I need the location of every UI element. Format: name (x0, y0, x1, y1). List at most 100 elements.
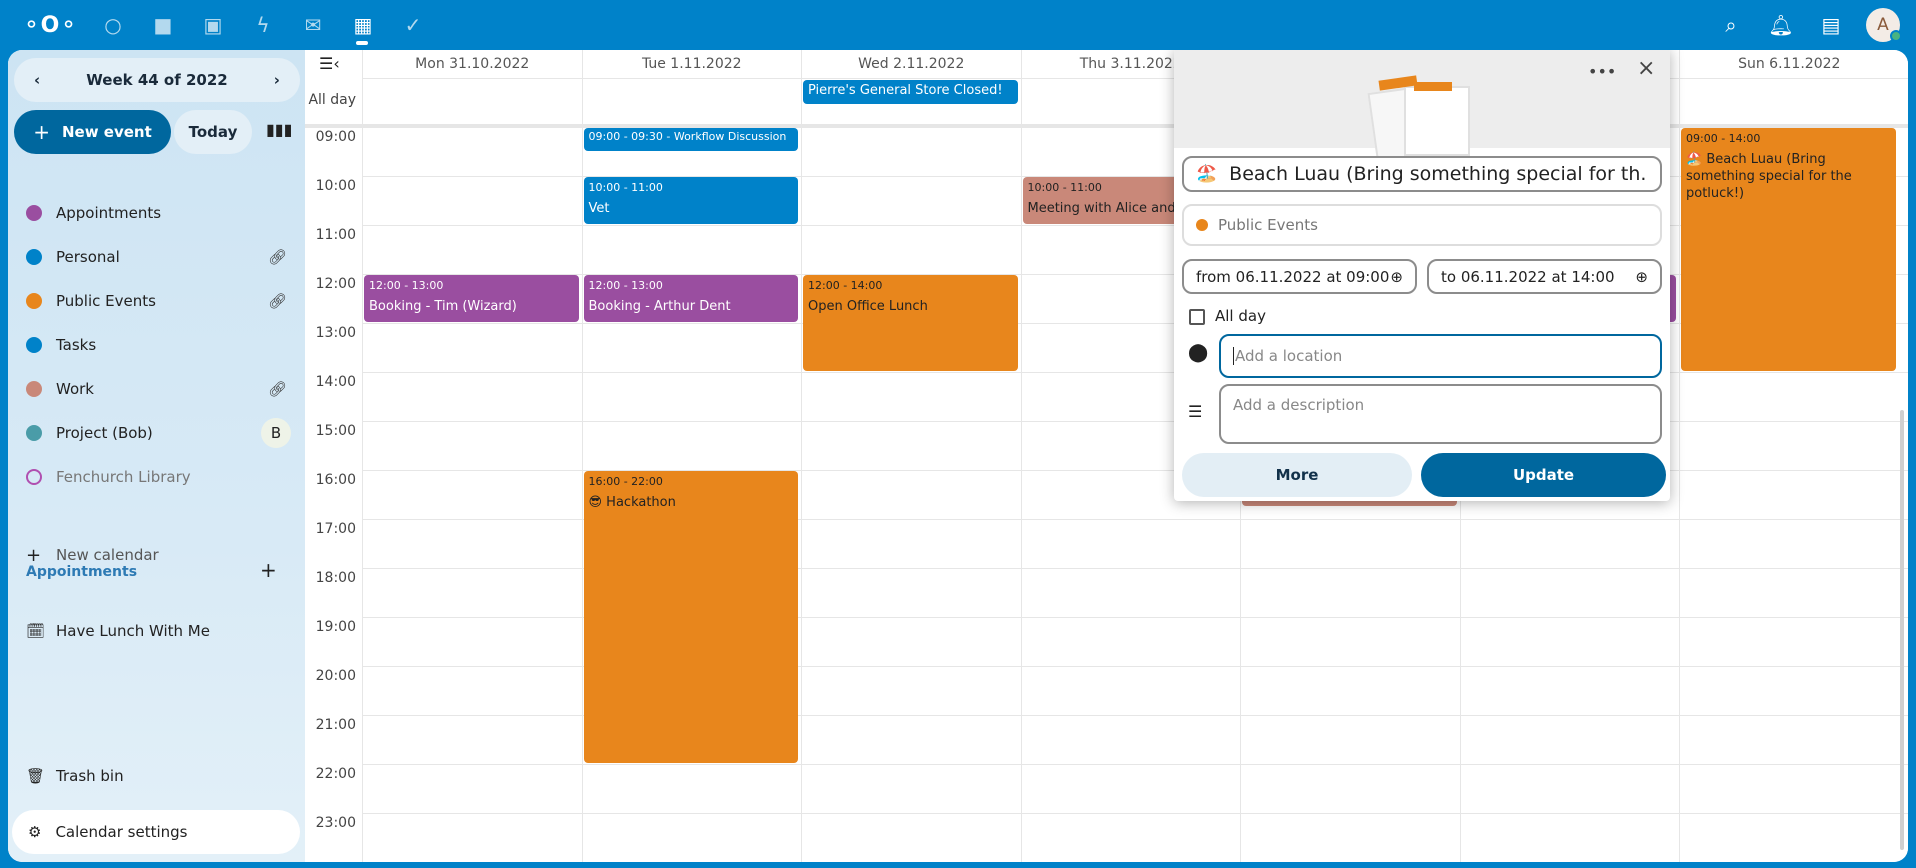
close-icon[interactable]: × (1637, 56, 1656, 81)
add-appointment-icon[interactable]: + (260, 558, 277, 582)
all-day-checkbox[interactable] (1189, 309, 1205, 325)
calendar-event[interactable]: 09:00 - 09:30 - Workflow Discussion (583, 128, 798, 151)
notifications-icon[interactable]: 🔔︎ (1768, 13, 1794, 37)
all-day-checkbox-label[interactable]: All day (1215, 307, 1266, 325)
hour-line (362, 764, 1908, 765)
calendar-color-dot[interactable] (26, 337, 42, 353)
share-link-icon[interactable]: 🔗︎ (267, 292, 287, 310)
event-title-text: Beach Luau (Bring something special for … (1229, 163, 1648, 185)
more-button[interactable]: More (1182, 453, 1412, 497)
event-time: 10:00 - 11:00 (1027, 181, 1102, 194)
share-link-icon[interactable]: 🔗︎ (267, 380, 287, 398)
avatar[interactable]: A (1866, 8, 1900, 42)
calendar-item[interactable]: Work 🔗︎ (8, 369, 305, 409)
all-day-label: All day (308, 92, 356, 108)
calendar-event[interactable]: 12:00 - 13:00 Booking - Arthur Dent (583, 275, 798, 322)
calendar-item[interactable]: Appointments (8, 193, 305, 233)
new-calendar-label: New calendar (56, 546, 159, 564)
activity-icon[interactable]: ϟ (256, 13, 270, 37)
files-icon[interactable]: ■ (153, 13, 173, 37)
event-time: 12:00 - 13:00 (369, 279, 444, 292)
calendar-event[interactable]: 10:00 - 11:00 Vet (583, 177, 798, 224)
calendar-item[interactable]: Fenchurch Library (8, 457, 305, 497)
calendar-event[interactable]: 12:00 - 14:00 Open Office Lunch (803, 275, 1018, 371)
calendar-settings-button[interactable]: ⚙ Calendar settings (12, 810, 300, 854)
calendar-color-dot (1196, 219, 1208, 231)
calendar-color-dot[interactable] (26, 469, 42, 485)
share-link-icon[interactable]: 🔗︎ (267, 248, 287, 266)
location-placeholder: Add a location (1233, 347, 1343, 365)
nextcloud-logo[interactable]: ⚬O⚬ (22, 12, 78, 38)
description-placeholder: Add a description (1233, 396, 1365, 414)
new-event-button[interactable]: + New event (14, 110, 171, 154)
end-datetime-input[interactable]: to 06.11.2022 at 14:00 ⊕ (1427, 259, 1662, 294)
update-button[interactable]: Update (1421, 453, 1666, 497)
calendar-item[interactable]: Tasks (8, 325, 305, 365)
timezone-globe-icon[interactable]: ⊕ (1390, 267, 1403, 286)
plus-icon: + (26, 544, 42, 566)
calendar-event[interactable]: 09:00 - 14:00 🏖️ Beach Luau (Bring someth… (1681, 128, 1896, 371)
previous-week-icon[interactable]: ‹ (34, 71, 41, 89)
next-week-icon[interactable]: › (273, 71, 280, 89)
timezone-globe-icon[interactable]: ⊕ (1635, 267, 1648, 286)
hour-label: 22:00 (315, 766, 356, 782)
start-datetime-input[interactable]: from 06.11.2022 at 09:00 ⊕ (1182, 259, 1417, 294)
calendar-color-dot[interactable] (26, 425, 42, 441)
hour-label: 23:00 (315, 815, 356, 831)
tasks-icon[interactable]: ✓ (404, 13, 422, 37)
dashboard-icon[interactable]: ○ (104, 13, 122, 37)
event-title: Meeting with Alice and B (1027, 201, 1189, 217)
popover-illustration: ••• × (1174, 50, 1670, 163)
event-time: 16:00 - 22:00 (588, 475, 663, 488)
avatar-letter: A (1877, 15, 1889, 35)
contacts-icon[interactable]: ▤ (1821, 13, 1841, 37)
scrollbar[interactable] (1900, 410, 1904, 850)
calendar-color-dot[interactable] (26, 249, 42, 265)
calendar-name: Public Events (56, 292, 156, 310)
toggle-sidebar-icon[interactable]: ☰‹ (319, 54, 340, 73)
calendar-item[interactable]: Project (Bob) B (8, 413, 305, 453)
calendar-color-dot[interactable] (26, 381, 42, 397)
new-calendar-button[interactable]: + New calendar (8, 535, 305, 575)
day-header: Sun 6.11.2022 (1679, 50, 1899, 78)
hour-line (362, 274, 1908, 275)
event-title: Booking - Tim (Wizard) (369, 299, 517, 315)
event-title: Open Office Lunch (808, 299, 928, 315)
calendar-select[interactable]: Public Events (1182, 204, 1662, 246)
appointments-header[interactable]: Appointments (26, 564, 138, 580)
description-input[interactable]: Add a description (1219, 384, 1662, 444)
event-title-input[interactable]: 🏖️ Beach Luau (Bring something special fo… (1182, 156, 1662, 192)
week-label[interactable]: Week 44 of 2022 (86, 71, 228, 89)
gear-icon: ⚙ (28, 823, 42, 841)
search-icon[interactable]: ⌕ (1725, 13, 1737, 37)
calendar-event[interactable]: 12:00 - 13:00 Booking - Tim (Wizard) (364, 275, 579, 322)
event-title: Workflow Discussion (673, 130, 787, 143)
calendar-item[interactable]: Personal 🔗︎ (8, 237, 305, 277)
header-divider (362, 78, 1908, 79)
hour-line (362, 666, 1908, 667)
all-day-event[interactable]: Pierre's General Store Closed! (803, 80, 1018, 104)
today-button[interactable]: Today (174, 110, 252, 154)
calendar-color-dot[interactable] (26, 205, 42, 221)
mail-icon[interactable]: ✉ (304, 13, 322, 37)
calendar-name: Work (56, 380, 94, 398)
calendar-event[interactable]: 16:00 - 22:00 😎 Hackathon (583, 471, 798, 763)
hour-label: 12:00 (315, 276, 356, 292)
hour-label: 17:00 (315, 521, 356, 537)
calendar-item[interactable]: Public Events 🔗︎ (8, 281, 305, 321)
hour-line (362, 813, 1908, 814)
more-options-icon[interactable]: ••• (1588, 62, 1617, 81)
view-switcher-icon[interactable]: ▮▮▮ (266, 120, 293, 139)
location-input[interactable]: Add a location (1219, 334, 1662, 378)
calendar-icon[interactable]: ▦ (353, 13, 373, 37)
trash-icon: 🗑︎ (26, 767, 46, 785)
photos-icon[interactable]: ▣ (203, 13, 223, 37)
calendar-name: Appointments (56, 204, 162, 222)
appointment-item[interactable]: 🗓︎ Have Lunch With Me (8, 611, 305, 651)
event-title: Vet (588, 201, 610, 217)
hour-label: 10:00 (315, 178, 356, 194)
trash-bin-button[interactable]: 🗑︎ Trash bin (8, 756, 305, 796)
event-title: Booking - Arthur Dent (588, 299, 731, 315)
calendar-color-dot[interactable] (26, 293, 42, 309)
plus-icon: + (33, 120, 50, 144)
